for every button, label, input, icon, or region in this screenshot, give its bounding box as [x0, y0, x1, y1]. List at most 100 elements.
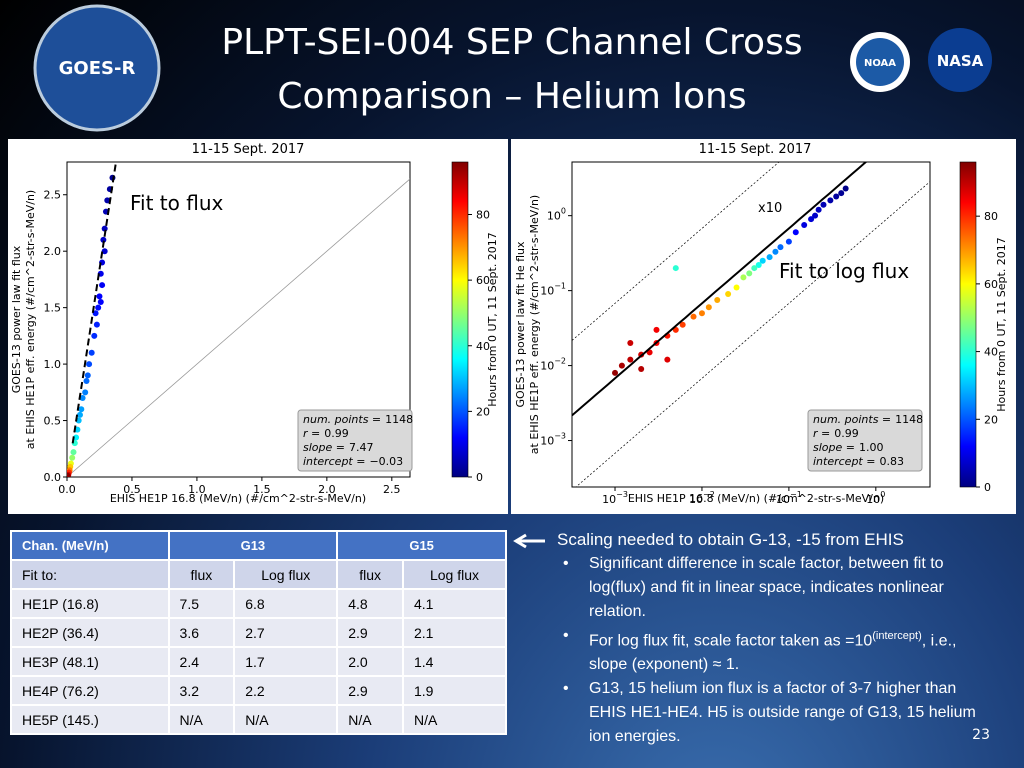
point — [78, 406, 85, 413]
nasa-logo — [928, 28, 992, 92]
logo-text: GOES-R — [59, 58, 136, 79]
stats-value: 1.00 — [859, 441, 884, 454]
band-line — [575, 181, 930, 487]
tick-label-base: 2.5 — [44, 189, 62, 202]
table-cell: flux — [167, 559, 236, 590]
point — [759, 257, 766, 264]
table-cell: HE3P (48.1) — [10, 646, 170, 677]
tick-label-base: 1.0 — [44, 358, 62, 371]
stats-line: num. points = 1148 — [813, 413, 923, 426]
stats-value: −0.03 — [369, 455, 403, 468]
table-cell: 4.8 — [336, 588, 404, 619]
point — [664, 356, 671, 363]
tick-label: 2.5 — [383, 483, 401, 496]
table-cell: 2.9 — [336, 617, 404, 648]
tick-label-base: 2.5 — [383, 483, 401, 496]
point — [93, 321, 100, 328]
table-cell: 3.2 — [167, 675, 236, 706]
tick-label-base: 10 — [776, 493, 790, 506]
colorbar — [959, 161, 977, 488]
table-cell: HE1P (16.8) — [10, 588, 170, 619]
annotation: Fit to flux — [130, 191, 224, 215]
table-cell: flux — [336, 559, 404, 590]
colorbar-tick-label: 80 — [984, 210, 998, 223]
colorbar-tick-label: 40 — [984, 346, 998, 359]
table-row: HE5P (145.) N/A N/A N/A N/A — [10, 704, 508, 735]
point — [755, 261, 762, 268]
stats-line: intercept = 0.83 — [813, 455, 904, 468]
tick-label-base: 0.0 — [58, 483, 76, 496]
tick-label-exponent: −2 — [703, 490, 715, 499]
y-axis-label: GOES-13 power law fit flux — [10, 245, 23, 393]
stats-value: 1148 — [385, 413, 413, 426]
point — [833, 193, 840, 200]
tick-label: 1.5 — [253, 483, 271, 496]
stats-label: slope = — [303, 441, 345, 454]
point — [705, 304, 712, 311]
point — [95, 304, 102, 311]
y-axis-label: at EHIS HE1P eff. energy (#/cm^2-str-s-M… — [528, 195, 541, 454]
point — [69, 454, 76, 461]
tick-label: 10−3 — [540, 432, 566, 448]
point — [92, 310, 99, 317]
bullet: For log flux fit, scale factor taken as … — [563, 624, 977, 677]
table-cell: 2.4 — [167, 646, 236, 677]
point — [79, 394, 86, 401]
x-axis-label: EHIS HE1P 16.8 (MeV/n) (#/cm^2-str-s-MeV… — [628, 492, 884, 505]
stats-line: num. points = 1148 — [303, 413, 413, 426]
point — [76, 411, 83, 418]
point — [690, 313, 697, 320]
point — [627, 356, 634, 363]
point — [91, 332, 98, 339]
table-row: HE4P (76.2) 3.2 2.2 2.9 1.9 — [10, 675, 508, 706]
table-header: Chan. (MeV/n) — [10, 530, 170, 561]
tick-label: 1.0 — [188, 483, 206, 496]
plot-area — [67, 162, 410, 477]
point — [104, 197, 111, 204]
point — [100, 236, 107, 243]
table-cell: 1.4 — [401, 646, 508, 677]
stats-value: 0.99 — [324, 427, 349, 440]
table-row: HE3P (48.1) 2.4 1.7 2.0 1.4 — [10, 646, 508, 677]
point — [84, 372, 91, 379]
colorbar — [451, 161, 469, 478]
colorbar-tick-label: 60 — [476, 274, 490, 287]
tick-label-base: 10 — [540, 435, 554, 448]
point — [83, 378, 90, 385]
stats-value: 1148 — [895, 413, 923, 426]
tick-label: 10−2 — [540, 357, 566, 373]
table-cell: N/A — [401, 704, 508, 735]
stats-label: r = — [303, 427, 320, 440]
notes-heading: Scaling needed to obtain G-13, -15 from … — [557, 530, 904, 549]
stats-label: slope = — [813, 441, 855, 454]
tick-label-base: 10 — [602, 493, 616, 506]
point — [812, 212, 819, 219]
stats-label: num. points = — [813, 413, 891, 426]
stats-label: r = — [813, 427, 830, 440]
tick-label-base: 2.0 — [318, 483, 336, 496]
bullet-sup: (intercept) — [872, 630, 922, 642]
point — [612, 369, 619, 376]
bullet-text: Significant difference in scale factor, … — [589, 555, 944, 620]
colorbar-tick-label: 80 — [476, 209, 490, 222]
point — [766, 254, 773, 261]
point — [101, 248, 108, 255]
annotation: Fit to log flux — [779, 259, 909, 283]
bullet-text: , i.e., slope (exponent) ≈ 1. — [589, 632, 957, 674]
point — [70, 449, 77, 456]
point — [86, 361, 93, 368]
tick-label-exponent: −3 — [616, 490, 628, 499]
tick-label-base: 10 — [540, 285, 554, 298]
tick-label: 1.0 — [44, 358, 62, 371]
point — [73, 434, 80, 441]
point — [653, 326, 660, 333]
tick-label: 2.5 — [44, 189, 62, 202]
bullets: Significant difference in scale factor, … — [557, 552, 977, 749]
table-cell: 2.7 — [233, 617, 339, 648]
table-header: G15 — [336, 530, 507, 561]
notes: Scaling needed to obtain G-13, -15 from … — [557, 528, 977, 749]
colorbar-tick-label: 0 — [984, 481, 991, 494]
colorbar-tick-label: 20 — [984, 413, 998, 426]
